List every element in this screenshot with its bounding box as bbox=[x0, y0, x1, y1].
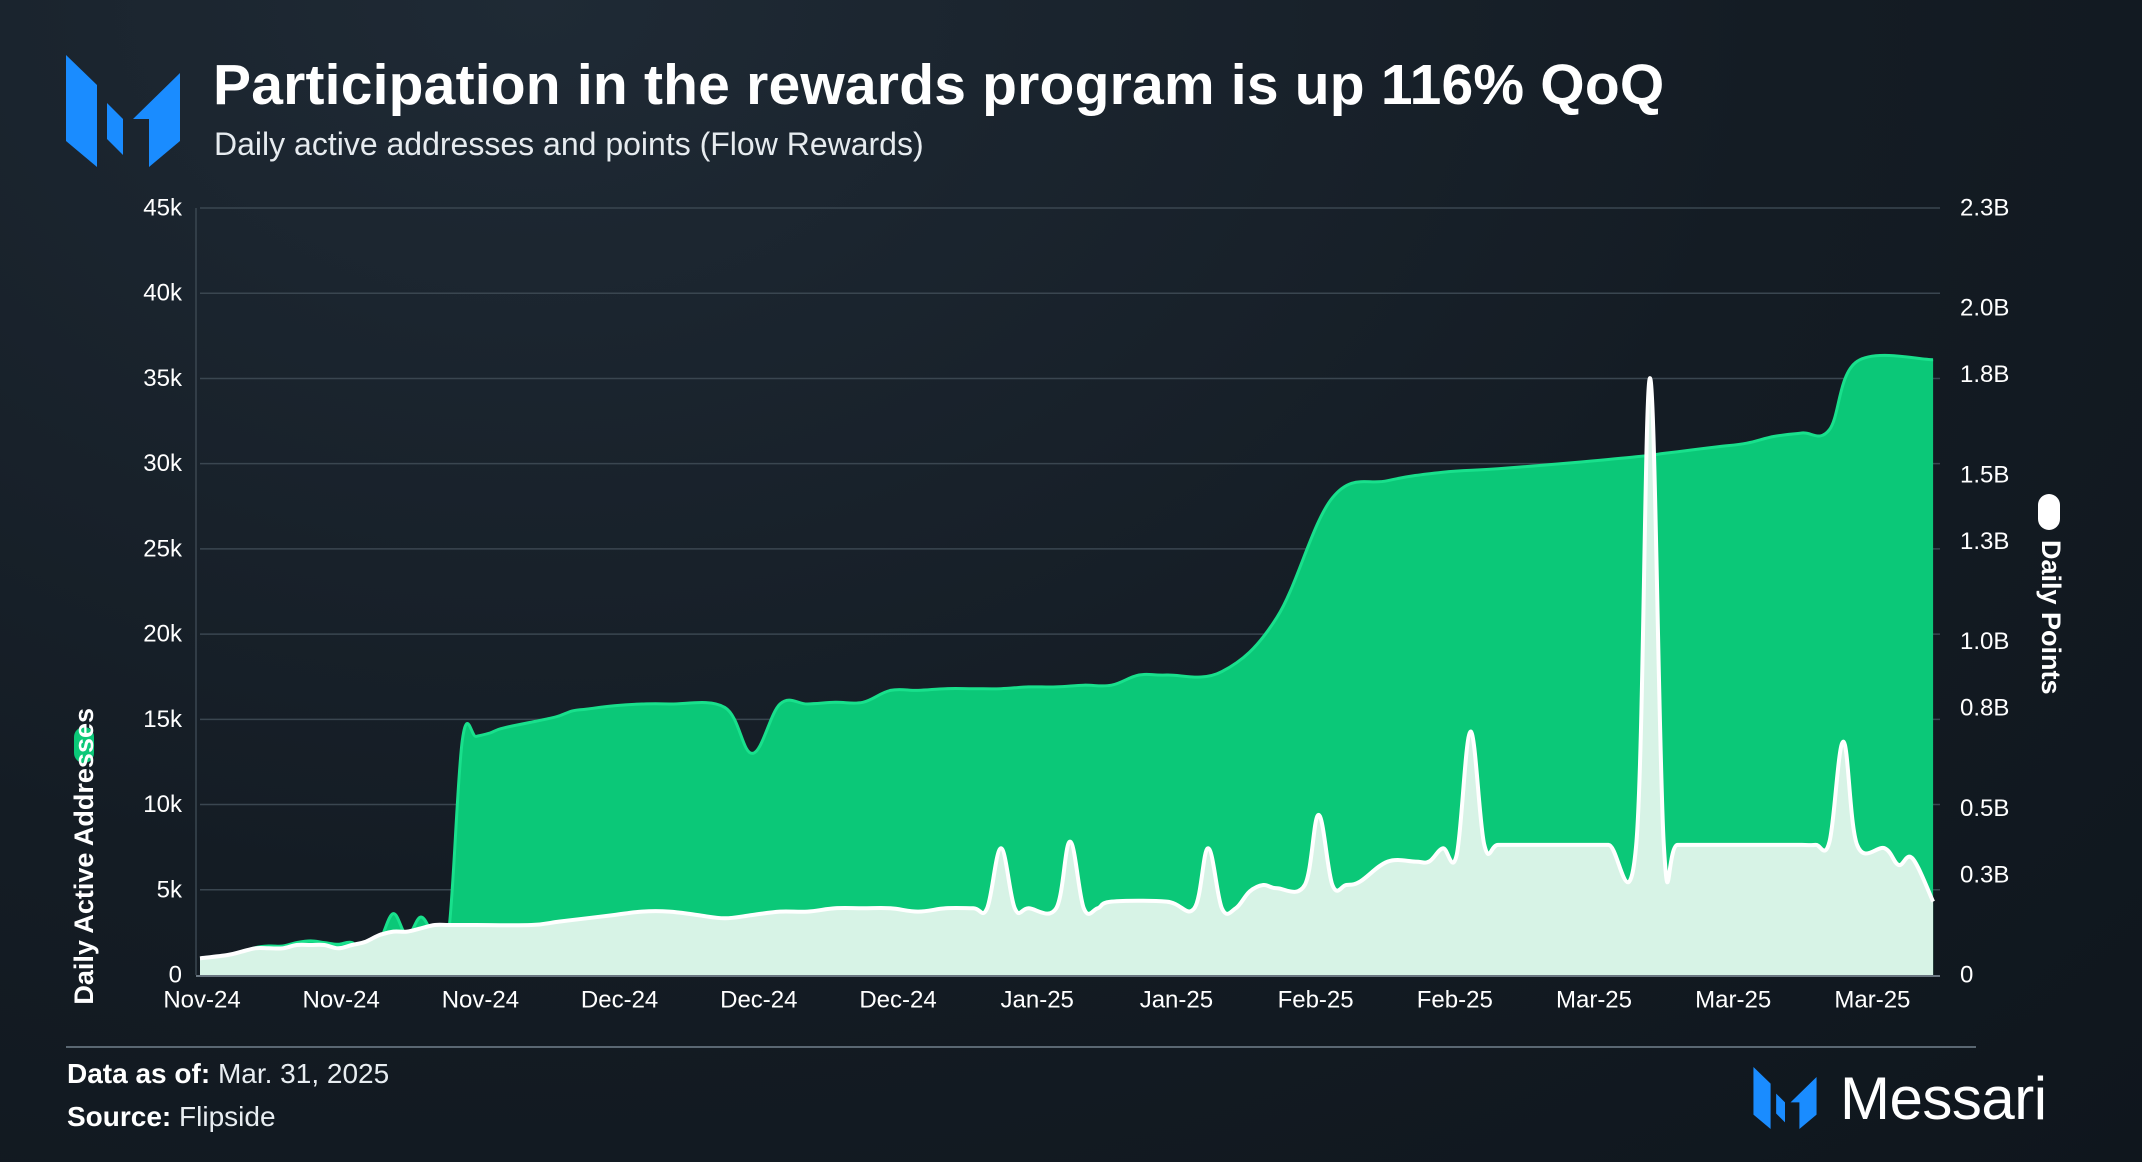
y-axis-left-ticks: 0 5k 10k 15k 20k 25k 30k 35k 40k 45k bbox=[143, 195, 183, 989]
y-right-tick-label: 1.0B bbox=[1960, 628, 2009, 655]
x-tick-label: Mar-25 bbox=[1556, 987, 1632, 1014]
messari-brand-icon bbox=[1753, 1067, 1817, 1129]
y-left-tick-label: 35k bbox=[143, 365, 183, 392]
legend-swatch-daily-active-addresses bbox=[74, 727, 94, 763]
y-axis-right-ticks: 0 0.3B 0.5B 0.8B 1.0B 1.3B 1.5B 1.8B 2.0B 2.3B bbox=[1960, 195, 2009, 989]
source: Source: Flipside bbox=[67, 1101, 276, 1132]
y-left-tick-label: 5k bbox=[157, 876, 183, 903]
y-left-tick-label: 45k bbox=[143, 195, 183, 222]
chart-title: Participation in the rewards program is … bbox=[213, 53, 1665, 117]
x-tick-label: Mar-25 bbox=[1834, 987, 1910, 1014]
data-as-of: Data as of: Mar. 31, 2025 bbox=[67, 1058, 390, 1089]
x-tick-label: Nov-24 bbox=[163, 987, 240, 1014]
y-left-tick-label: 10k bbox=[143, 791, 183, 818]
series-area-daily-active-addresses bbox=[200, 355, 1934, 975]
y-left-tick-label: 30k bbox=[143, 450, 183, 477]
x-tick-label: Feb-25 bbox=[1278, 987, 1354, 1014]
chart-subtitle: Daily active addresses and points (Flow … bbox=[214, 126, 924, 162]
y-right-tick-label: 0.3B bbox=[1960, 861, 2009, 888]
series-line-daily-points bbox=[199, 376, 1935, 961]
brand-name: Messari bbox=[1840, 1064, 2047, 1132]
footer-divider bbox=[66, 1046, 1976, 1048]
x-tick-label: Dec-24 bbox=[720, 987, 797, 1014]
messari-logo-icon bbox=[66, 55, 180, 167]
x-tick-label: Dec-24 bbox=[581, 987, 658, 1014]
y-axis-right-label: Daily Points bbox=[2036, 540, 2066, 695]
x-tick-label: Mar-25 bbox=[1695, 987, 1771, 1014]
y-axis-left-label: Daily Active Addresses bbox=[69, 708, 99, 1005]
y-right-tick-label: 1.5B bbox=[1960, 461, 2009, 488]
x-tick-label: Dec-24 bbox=[859, 987, 936, 1014]
y-left-tick-label: 0 bbox=[169, 962, 182, 989]
x-tick-label: Nov-24 bbox=[303, 987, 380, 1014]
legend-swatch-daily-points bbox=[2038, 494, 2060, 530]
x-tick-label: Nov-24 bbox=[442, 987, 519, 1014]
x-tick-label: Jan-25 bbox=[1001, 987, 1074, 1014]
y-right-tick-label: 0.5B bbox=[1960, 795, 2009, 822]
y-right-tick-label: 0.8B bbox=[1960, 695, 2009, 722]
y-left-tick-label: 15k bbox=[143, 706, 183, 733]
y-right-tick-label: 2.3B bbox=[1960, 195, 2009, 222]
brand: Messari bbox=[1752, 1064, 2047, 1132]
x-tick-label: Jan-25 bbox=[1140, 987, 1213, 1014]
y-right-tick-label: 1.3B bbox=[1960, 528, 2009, 555]
y-right-tick-label: 2.0B bbox=[1960, 295, 2009, 322]
y-right-tick-label: 0 bbox=[1960, 962, 1973, 989]
y-left-tick-label: 40k bbox=[143, 280, 183, 307]
y-left-tick-label: 25k bbox=[143, 535, 183, 562]
x-axis-ticks: Nov-24 Nov-24 Nov-24 Dec-24 Dec-24 Dec-24 Jan-… bbox=[163, 987, 1910, 1014]
y-right-tick-label: 1.8B bbox=[1960, 361, 2009, 388]
x-tick-label: Feb-25 bbox=[1417, 987, 1493, 1014]
y-left-tick-label: 20k bbox=[143, 621, 183, 648]
